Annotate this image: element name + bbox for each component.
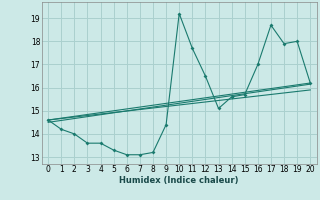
X-axis label: Humidex (Indice chaleur): Humidex (Indice chaleur) xyxy=(119,176,239,185)
